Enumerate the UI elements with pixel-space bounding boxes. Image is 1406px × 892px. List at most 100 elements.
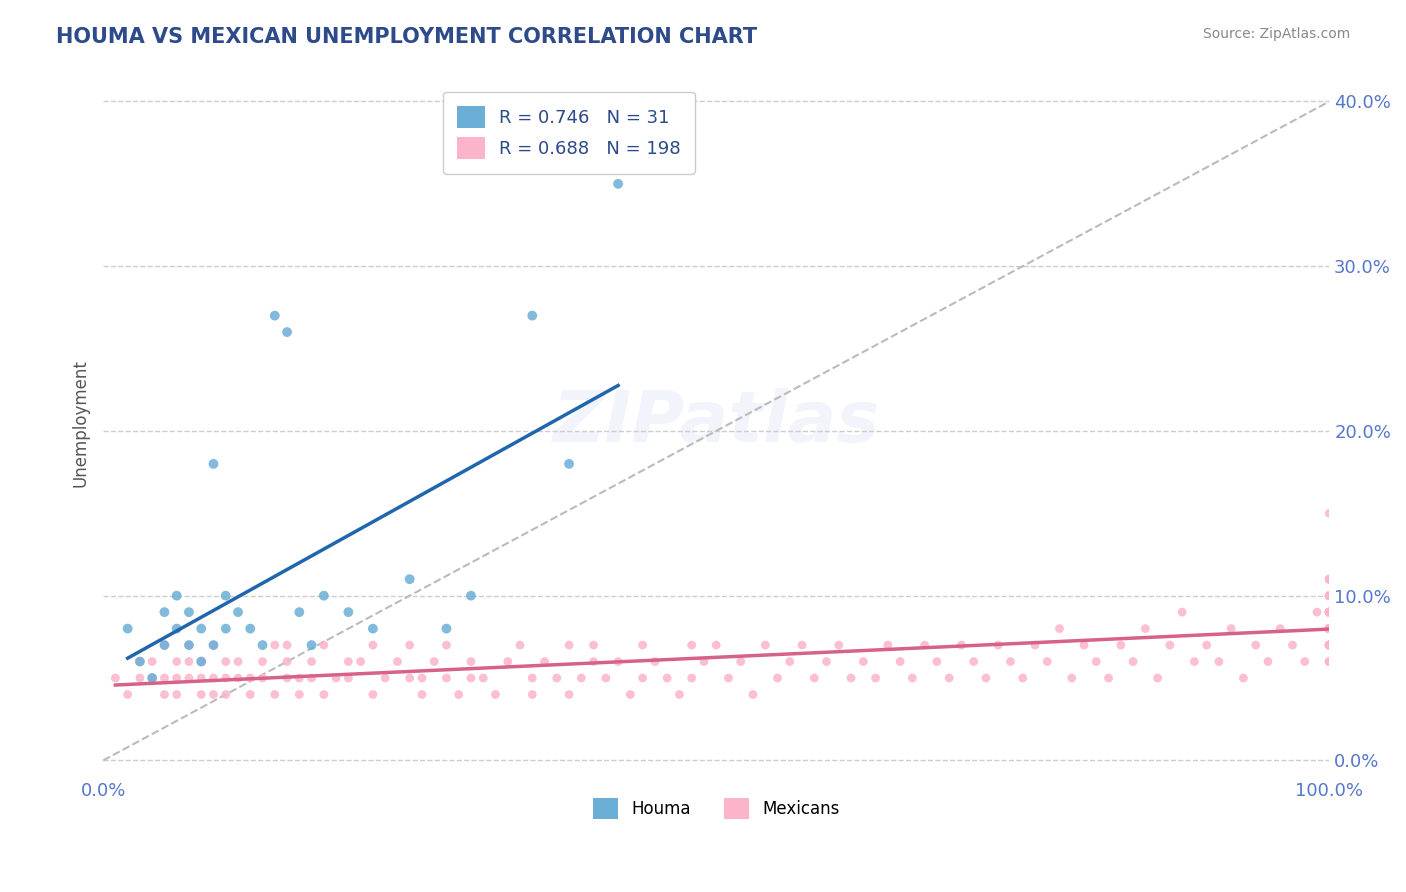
Point [1024, 638, 1046, 652]
Point [717, 671, 740, 685]
Point [190, 655, 212, 669]
Point [1317, 638, 1340, 652]
Point [1317, 622, 1340, 636]
Point [914, 638, 936, 652]
Point [166, 655, 188, 669]
Point [337, 605, 360, 619]
Point [153, 688, 176, 702]
Point [522, 671, 544, 685]
Point [104, 671, 127, 685]
Point [1317, 622, 1340, 636]
Point [202, 638, 225, 652]
Point [436, 671, 458, 685]
Point [239, 688, 262, 702]
Point [1317, 638, 1340, 652]
Point [117, 688, 139, 702]
Point [1317, 589, 1340, 603]
Point [153, 638, 176, 652]
Point [1317, 638, 1340, 652]
Point [288, 688, 311, 702]
Point [374, 671, 396, 685]
Point [607, 655, 630, 669]
Point [1317, 589, 1340, 603]
Point [312, 638, 335, 652]
Point [1317, 622, 1340, 636]
Point [1317, 622, 1340, 636]
Point [974, 671, 997, 685]
Point [215, 622, 238, 636]
Point [1317, 589, 1340, 603]
Point [398, 638, 420, 652]
Legend: Houma, Mexicans: Houma, Mexicans [586, 791, 846, 825]
Point [484, 688, 506, 702]
Point [1011, 671, 1033, 685]
Point [202, 638, 225, 652]
Point [1317, 638, 1340, 652]
Point [938, 671, 960, 685]
Point [754, 638, 776, 652]
Point [1182, 655, 1205, 669]
Point [1317, 605, 1340, 619]
Point [681, 671, 703, 685]
Point [668, 688, 690, 702]
Point [1220, 622, 1243, 636]
Point [1317, 572, 1340, 586]
Point [129, 655, 152, 669]
Point [1073, 638, 1095, 652]
Point [1317, 655, 1340, 669]
Point [496, 655, 519, 669]
Point [1317, 605, 1340, 619]
Point [153, 638, 176, 652]
Point [141, 655, 163, 669]
Point [901, 671, 924, 685]
Point [1317, 622, 1340, 636]
Point [963, 655, 986, 669]
Point [1317, 655, 1340, 669]
Point [1097, 671, 1119, 685]
Point [1317, 605, 1340, 619]
Point [1306, 605, 1329, 619]
Point [129, 671, 152, 685]
Point [582, 638, 605, 652]
Point [1208, 655, 1230, 669]
Point [681, 638, 703, 652]
Point [337, 671, 360, 685]
Point [190, 622, 212, 636]
Point [301, 638, 323, 652]
Point [263, 638, 285, 652]
Point [1317, 622, 1340, 636]
Point [779, 655, 801, 669]
Point [1000, 655, 1022, 669]
Point [1317, 622, 1340, 636]
Point [546, 671, 568, 685]
Point [1109, 638, 1132, 652]
Point [852, 655, 875, 669]
Point [925, 655, 948, 669]
Point [582, 655, 605, 669]
Point [522, 688, 544, 702]
Point [619, 688, 641, 702]
Point [1317, 572, 1340, 586]
Point [766, 671, 789, 685]
Point [509, 638, 531, 652]
Point [460, 589, 482, 603]
Point [1195, 638, 1218, 652]
Point [276, 655, 298, 669]
Point [288, 671, 311, 685]
Point [1036, 655, 1059, 669]
Point [1317, 589, 1340, 603]
Point [398, 671, 420, 685]
Point [177, 638, 200, 652]
Point [361, 638, 384, 652]
Point [558, 457, 581, 471]
Point [1317, 605, 1340, 619]
Point [153, 671, 176, 685]
Point [1317, 638, 1340, 652]
Point [1281, 638, 1303, 652]
Point [1049, 622, 1071, 636]
Point [1317, 638, 1340, 652]
Point [1317, 605, 1340, 619]
Point [153, 605, 176, 619]
Point [1317, 589, 1340, 603]
Point [1317, 589, 1340, 603]
